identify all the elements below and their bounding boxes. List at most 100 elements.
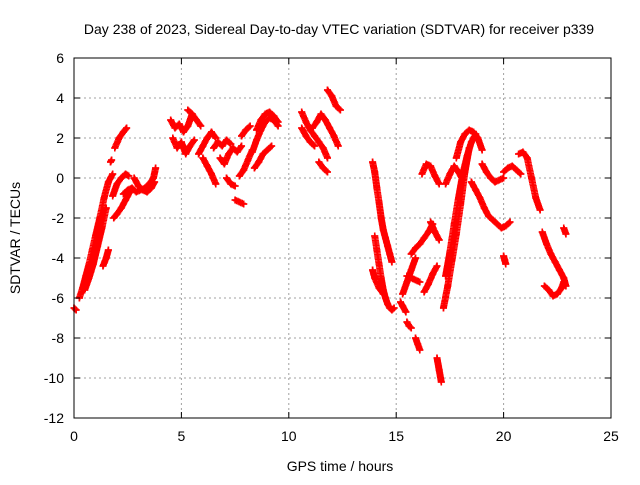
series-arc-53 [538, 228, 570, 290]
series-arc-27 [308, 110, 342, 150]
series-arc-24 [253, 108, 282, 134]
y-tick-label: -8 [52, 330, 65, 346]
series-trace [420, 262, 441, 296]
series-trace [500, 162, 525, 178]
series-trace [478, 160, 508, 186]
y-tick-label: -4 [52, 250, 65, 266]
series-trace [427, 218, 443, 244]
y-tick-label: -12 [44, 410, 64, 426]
x-tick-label: 5 [178, 428, 186, 444]
y-tick-label: 6 [56, 50, 64, 66]
series-arc-46 [452, 126, 486, 162]
series-trace [210, 136, 235, 152]
series-arc-47 [467, 178, 497, 224]
y-tick-label: -10 [44, 370, 64, 386]
series-trace [81, 204, 110, 294]
series-arc-55 [560, 224, 570, 238]
series-trace [403, 318, 415, 332]
series-arc-07 [111, 124, 131, 152]
series-arc-33 [396, 298, 410, 316]
series-arc-23 [250, 142, 276, 172]
series-trace [467, 178, 497, 224]
series-trace [500, 252, 510, 268]
series-arc-48 [478, 160, 508, 186]
series-arc-49 [489, 216, 514, 232]
series-trace [99, 246, 112, 270]
series-arc-06 [109, 170, 133, 200]
series-trace [324, 86, 344, 114]
y-tick-label: 2 [56, 130, 64, 146]
series-trace [412, 334, 424, 354]
series-trace [107, 156, 116, 166]
data-points [70, 86, 570, 386]
series-arc-04 [99, 246, 112, 270]
series-arc-29 [323, 86, 344, 114]
series-arc-39 [420, 262, 441, 296]
series-trace [70, 304, 80, 314]
x-axis-label: GPS time / hours [287, 458, 394, 474]
series-trace [250, 142, 276, 172]
series-arc-28 [315, 158, 331, 176]
series-arc-36 [403, 318, 415, 332]
series-arc-03 [81, 204, 110, 294]
series-trace [130, 174, 159, 196]
series-arc-41 [433, 354, 445, 386]
series-trace [369, 158, 396, 266]
series-trace [109, 170, 133, 200]
series-arc-13 [184, 106, 205, 130]
series-trace [216, 142, 245, 168]
series-arc-19 [231, 196, 248, 208]
series-trace [315, 158, 331, 176]
axis-ticks: 0 5 10 15 20 25 -12 -10 -8 -6 -4 -2 0 2 4 6 [44, 50, 619, 444]
series-trace [489, 216, 514, 232]
series-trace [560, 224, 570, 238]
series-arc-35 [403, 272, 424, 286]
y-tick-label: 4 [56, 90, 64, 106]
series-trace [433, 354, 445, 386]
series-arc-42 [418, 160, 443, 188]
series-arc-30 [369, 158, 396, 266]
series-trace [199, 154, 220, 188]
series-trace [238, 122, 254, 140]
chart-title: Day 238 of 2023, Sidereal Day-to-day VTE… [84, 21, 594, 37]
x-tick-label: 15 [388, 428, 404, 444]
series-arc-21 [238, 122, 254, 140]
series-trace [540, 278, 568, 300]
series-arc-17 [216, 142, 246, 168]
series-arc-08 [110, 188, 134, 222]
plot-frame [73, 57, 612, 419]
y-tick-label: -6 [52, 290, 65, 306]
series-trace [110, 188, 134, 222]
series-trace [452, 126, 486, 162]
series-arc-54 [540, 278, 568, 300]
series-arc-52 [515, 148, 544, 214]
series-arc-02 [75, 170, 117, 302]
x-tick-label: 10 [281, 428, 297, 444]
series-arc-15 [199, 154, 220, 188]
series-arc-26 [298, 124, 319, 150]
series-trace [308, 110, 342, 150]
series-arc-14 [195, 128, 220, 158]
series-trace [184, 106, 205, 130]
series-trace [538, 228, 570, 290]
y-tick-label: 0 [56, 170, 64, 186]
series-arc-10 [130, 174, 159, 196]
series-trace [111, 124, 131, 152]
series-arc-40 [427, 218, 443, 244]
series-trace [298, 124, 319, 150]
series-trace [397, 298, 410, 316]
series-trace [369, 266, 387, 298]
series-trace [253, 108, 282, 134]
series-arc-50 [500, 252, 510, 268]
series-trace [418, 160, 443, 188]
series-arc-51 [500, 162, 525, 178]
series-arc-37 [412, 334, 424, 354]
series-trace [235, 146, 256, 180]
series-arc-05 [107, 156, 116, 166]
series-trace [403, 272, 424, 286]
series-arc-12 [169, 134, 198, 158]
x-tick-label: 25 [603, 428, 619, 444]
series-trace [167, 110, 196, 136]
